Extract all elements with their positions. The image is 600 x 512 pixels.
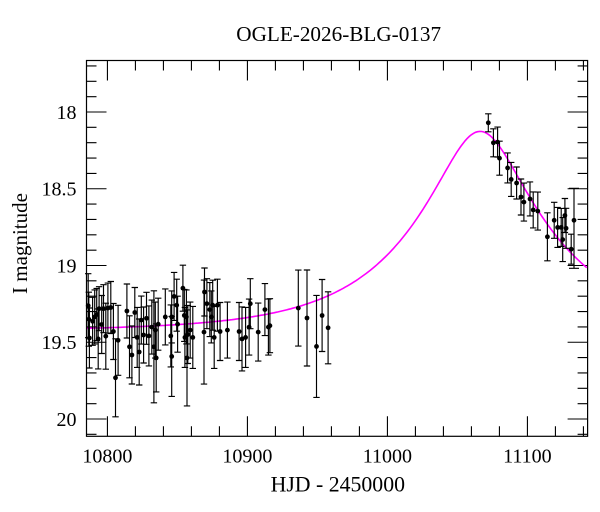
svg-text:11000: 11000 — [363, 446, 412, 468]
svg-text:18.5: 18.5 — [42, 179, 77, 201]
svg-text:HJD - 2450000: HJD - 2450000 — [271, 472, 406, 496]
svg-text:18: 18 — [57, 102, 77, 124]
svg-text:10800: 10800 — [82, 446, 132, 468]
svg-text:20: 20 — [57, 409, 77, 431]
svg-text:I magnitude: I magnitude — [8, 193, 32, 294]
svg-text:19.5: 19.5 — [42, 332, 77, 354]
svg-text:19: 19 — [57, 255, 77, 277]
svg-text:10900: 10900 — [222, 446, 272, 468]
svg-text:11100: 11100 — [503, 446, 552, 468]
svg-text:OGLE-2026-BLG-0137: OGLE-2026-BLG-0137 — [236, 22, 441, 46]
